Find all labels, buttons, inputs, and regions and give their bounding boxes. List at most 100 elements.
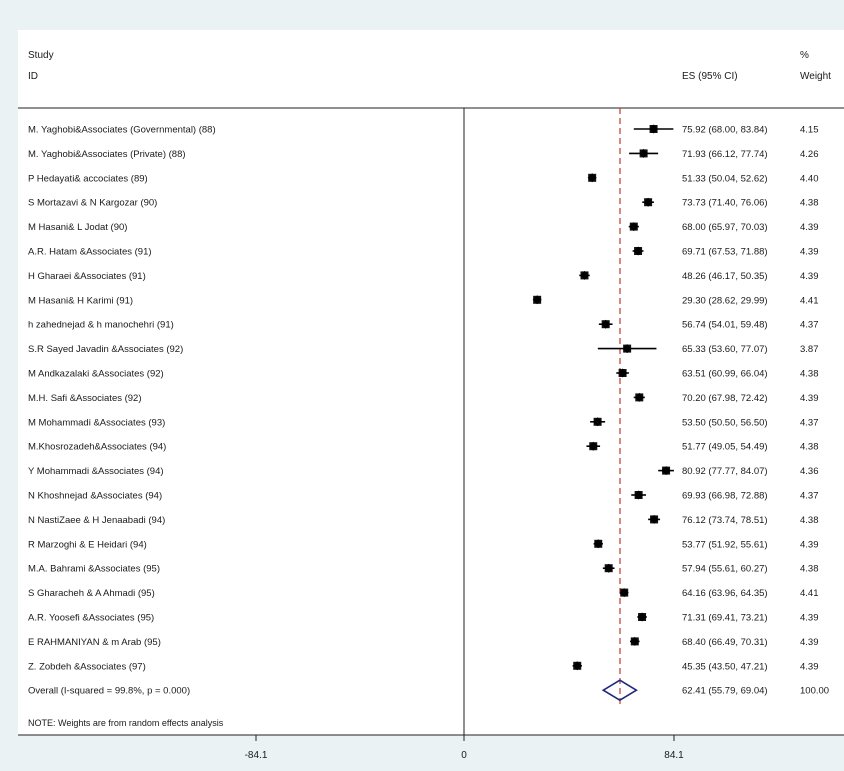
study-label: S.R Sayed Javadin &Associates (92) [28, 344, 183, 355]
study-rows: M. Yaghobi&Associates (Governmental) (88… [28, 124, 829, 702]
header-id: ID [28, 71, 38, 82]
study-label: M Andkazalaki &Associates (92) [28, 369, 164, 380]
study-label: P Hedayati& accociates (89) [28, 173, 148, 184]
point-estimate [588, 441, 598, 451]
plot-panel [18, 30, 844, 735]
study-label: Y Mohammadi &Associates (94) [28, 466, 164, 477]
header-weight: Weight [800, 71, 831, 82]
es-ci-value: 68.00 (65.97, 70.03) [682, 222, 768, 233]
overall-diamond [601, 679, 638, 702]
weight-value: 4.38 [800, 564, 819, 575]
weight-value: 4.38 [800, 369, 819, 380]
es-ci-value: 73.73 (71.40, 76.06) [682, 198, 768, 209]
overall-es-ci-value: 62.41 (55.79, 69.04) [682, 686, 768, 697]
es-ci-value: 45.35 (43.50, 47.21) [682, 661, 768, 672]
weight-value: 4.39 [800, 637, 819, 648]
es-ci-value: 53.77 (51.92, 55.61) [682, 539, 768, 550]
point-estimate [629, 222, 639, 232]
weight-value: 4.26 [800, 149, 819, 160]
weight-value: 4.39 [800, 222, 819, 233]
point-estimate [619, 588, 629, 598]
weight-value: 4.38 [800, 515, 819, 526]
point-estimate [572, 661, 582, 671]
point-estimate [634, 490, 644, 500]
x-tick-label-pos: 84.1 [664, 750, 684, 761]
study-label: M Hasani& L Jodat (90) [28, 222, 127, 233]
point-estimate [630, 636, 640, 646]
es-ci-value: 76.12 (73.74, 78.51) [682, 515, 768, 526]
study-label: N NastiZaee & H Jenaabadi (94) [28, 515, 165, 526]
point-estimate [587, 173, 597, 183]
es-ci-value: 71.93 (66.12, 77.74) [682, 149, 768, 160]
header-weight-symbol: % [800, 50, 809, 61]
es-ci-value: 57.94 (55.61, 60.27) [682, 564, 768, 575]
overall-weight-value: 100.00 [800, 686, 829, 697]
x-tick-label-zero: 0 [461, 750, 467, 761]
study-label: M. Yaghobi&Associates (Governmental) (88… [28, 125, 216, 136]
weight-value: 4.37 [800, 320, 819, 331]
study-label: S Mortazavi & N Kargozar (90) [28, 198, 157, 209]
study-label: M Mohammadi &Associates (93) [28, 417, 165, 428]
study-label: M. Yaghobi&Associates (Private) (88) [28, 149, 186, 160]
es-ci-value: 69.93 (66.98, 72.88) [682, 491, 768, 502]
weight-value: 4.41 [800, 588, 819, 599]
es-ci-value: 48.26 (46.17, 50.35) [682, 271, 768, 282]
study-label: M.A. Bahrami &Associates (95) [28, 564, 160, 575]
weight-value: 3.87 [800, 344, 819, 355]
es-ci-value: 71.31 (69.41, 73.21) [682, 613, 768, 624]
x-tick-label-neg: -84.1 [245, 750, 268, 761]
weight-value: 4.39 [800, 613, 819, 624]
es-ci-value: 80.92 (77.77, 84.07) [682, 466, 768, 477]
es-ci-value: 29.30 (28.62, 29.99) [682, 295, 768, 306]
point-estimate [593, 539, 603, 549]
es-ci-value: 51.77 (49.05, 54.49) [682, 442, 768, 453]
point-estimate [649, 124, 659, 134]
study-label: A.R. Hatam &Associates (91) [28, 247, 152, 258]
es-ci-value: 64.16 (63.96, 64.35) [682, 588, 768, 599]
es-ci-value: 75.92 (68.00, 83.84) [682, 125, 768, 136]
point-estimate [604, 563, 614, 573]
es-ci-value: 63.51 (60.99, 66.04) [682, 369, 768, 380]
point-estimate [649, 514, 659, 524]
weight-value: 4.39 [800, 271, 819, 282]
weight-value: 4.40 [800, 173, 819, 184]
point-estimate [634, 392, 644, 402]
es-ci-value: 65.33 (53.60, 77.07) [682, 344, 768, 355]
es-ci-value: 69.71 (67.53, 71.88) [682, 247, 768, 258]
weight-value: 4.38 [800, 442, 819, 453]
weight-value: 4.39 [800, 393, 819, 404]
es-ci-value: 70.20 (67.98, 72.42) [682, 393, 768, 404]
point-estimate [633, 246, 643, 256]
point-estimate [618, 368, 628, 378]
weight-value: 4.41 [800, 295, 819, 306]
weight-value: 4.15 [800, 125, 819, 136]
weight-value: 4.36 [800, 466, 819, 477]
weight-value: 4.39 [800, 539, 819, 550]
point-estimate [637, 612, 647, 622]
weight-value: 4.37 [800, 491, 819, 502]
point-estimate [580, 270, 590, 280]
weight-value: 4.37 [800, 417, 819, 428]
study-label: M.Khosrozadeh&Associates (94) [28, 442, 166, 453]
header-study: Study [28, 50, 54, 61]
study-label: E RAHMANIYAN & m Arab (95) [28, 637, 161, 648]
footnote: NOTE: Weights are from random effects an… [28, 718, 224, 728]
study-label: M.H. Safi &Associates (92) [28, 393, 142, 404]
study-label: H Gharaei &Associates (91) [28, 271, 146, 282]
point-estimate [643, 197, 653, 207]
study-label: N Khoshnejad &Associates (94) [28, 491, 162, 502]
overall-label: Overall (I-squared = 99.8%, p = 0.000) [28, 686, 190, 697]
weight-value: 4.39 [800, 247, 819, 258]
point-estimate [661, 466, 671, 476]
point-estimate [532, 295, 542, 305]
study-label: R Marzoghi & E Heidari (94) [28, 539, 147, 550]
point-estimate [639, 148, 649, 158]
study-label: Z. Zobdeh &Associates (97) [28, 661, 146, 672]
es-ci-value: 68.40 (66.49, 70.31) [682, 637, 768, 648]
es-ci-value: 56.74 (54.01, 59.48) [682, 320, 768, 331]
es-ci-value: 51.33 (50.04, 52.62) [682, 173, 768, 184]
study-label: S Gharacheh & A Ahmadi (95) [28, 588, 155, 599]
es-ci-value: 53.50 (50.50, 56.50) [682, 417, 768, 428]
point-estimate [593, 417, 603, 427]
